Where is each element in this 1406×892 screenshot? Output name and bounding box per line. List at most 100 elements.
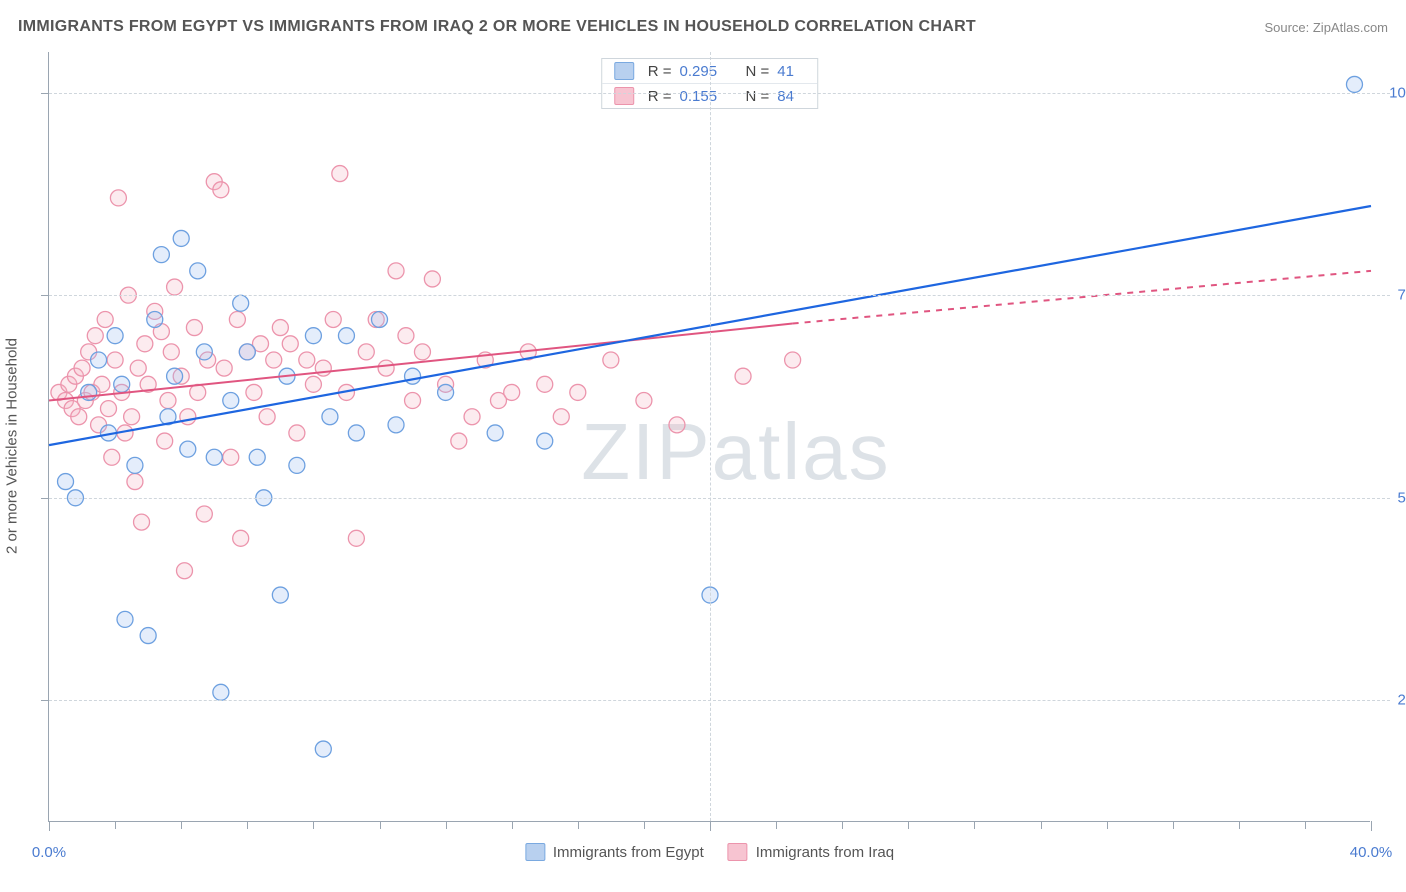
data-point: [216, 360, 232, 376]
tick-bottom: [1371, 821, 1372, 831]
tick-bottom-minor: [181, 821, 182, 829]
title-bar: IMMIGRANTS FROM EGYPT VS IMMIGRANTS FROM…: [18, 18, 1388, 36]
legend-n-label: N =: [746, 88, 770, 105]
data-point: [388, 417, 404, 433]
legend-label: Immigrants from Iraq: [756, 844, 894, 861]
data-point: [74, 360, 90, 376]
data-point: [348, 425, 364, 441]
tick-bottom-minor: [512, 821, 513, 829]
data-point: [233, 530, 249, 546]
x-tick-label: 40.0%: [1350, 844, 1393, 861]
tick-bottom-minor: [974, 821, 975, 829]
data-point: [229, 311, 245, 327]
legend-n-label: N =: [746, 63, 770, 80]
gridline-h: [49, 295, 1390, 296]
data-point: [487, 425, 503, 441]
data-point: [338, 328, 354, 344]
data-point: [785, 352, 801, 368]
data-point: [305, 376, 321, 392]
tick-bottom-minor: [247, 821, 248, 829]
tick-bottom-minor: [115, 821, 116, 829]
tick-bottom-minor: [1173, 821, 1174, 829]
legend-label: Immigrants from Egypt: [553, 844, 704, 861]
data-point: [325, 311, 341, 327]
tick-bottom-minor: [1305, 821, 1306, 829]
data-point: [167, 368, 183, 384]
data-point: [636, 393, 652, 409]
data-point: [127, 474, 143, 490]
legend-series: Immigrants from Egypt Immigrants from Ira…: [525, 843, 894, 861]
data-point: [372, 311, 388, 327]
chart-title: IMMIGRANTS FROM EGYPT VS IMMIGRANTS FROM…: [18, 18, 976, 36]
legend-r-label: R =: [648, 63, 672, 80]
data-point: [735, 368, 751, 384]
tick-bottom: [710, 821, 711, 831]
data-point: [196, 344, 212, 360]
data-point: [266, 352, 282, 368]
data-point: [272, 587, 288, 603]
legend-swatch: [728, 843, 748, 861]
data-point: [206, 449, 222, 465]
data-point: [464, 409, 480, 425]
y-tick-label: 100.0%: [1380, 84, 1406, 101]
tick-bottom-minor: [644, 821, 645, 829]
data-point: [137, 336, 153, 352]
data-point: [173, 230, 189, 246]
data-point: [190, 263, 206, 279]
data-point: [438, 384, 454, 400]
data-point: [289, 425, 305, 441]
data-point: [124, 409, 140, 425]
tick-left: [41, 498, 49, 499]
data-point: [424, 271, 440, 287]
data-point: [570, 384, 586, 400]
data-point: [107, 352, 123, 368]
data-point: [153, 247, 169, 263]
legend-r-label: R =: [648, 88, 672, 105]
data-point: [163, 344, 179, 360]
data-point: [114, 376, 130, 392]
data-point: [405, 368, 421, 384]
plot-area: ZIPatlas R =0.295N =41R =0.155N =84 Immi…: [48, 52, 1370, 822]
gridline-h: [49, 700, 1390, 701]
data-point: [1346, 76, 1362, 92]
data-point: [97, 311, 113, 327]
tick-bottom-minor: [313, 821, 314, 829]
data-point: [91, 352, 107, 368]
data-point: [127, 457, 143, 473]
data-point: [160, 393, 176, 409]
data-point: [130, 360, 146, 376]
data-point: [213, 684, 229, 700]
tick-bottom-minor: [842, 821, 843, 829]
data-point: [196, 506, 212, 522]
tick-bottom-minor: [1041, 821, 1042, 829]
data-point: [239, 344, 255, 360]
tick-bottom-minor: [776, 821, 777, 829]
data-point: [180, 409, 196, 425]
data-point: [140, 628, 156, 644]
data-point: [348, 530, 364, 546]
data-point: [398, 328, 414, 344]
data-point: [378, 360, 394, 376]
data-point: [157, 433, 173, 449]
source-label: Source: ZipAtlas.com: [1264, 20, 1388, 35]
tick-bottom-minor: [1107, 821, 1108, 829]
tick-bottom: [49, 821, 50, 831]
data-point: [110, 190, 126, 206]
legend-swatch: [525, 843, 545, 861]
tick-bottom-minor: [578, 821, 579, 829]
data-point: [117, 611, 133, 627]
legend-r-value: 0.155: [680, 88, 732, 105]
data-point: [213, 182, 229, 198]
data-point: [388, 263, 404, 279]
legend-n-value: 41: [777, 63, 805, 80]
y-axis-label: 2 or more Vehicles in Household: [4, 338, 21, 554]
data-point: [167, 279, 183, 295]
data-point: [107, 328, 123, 344]
legend-r-value: 0.295: [680, 63, 732, 80]
data-point: [414, 344, 430, 360]
tick-bottom-minor: [908, 821, 909, 829]
data-point: [504, 384, 520, 400]
data-point: [71, 409, 87, 425]
data-point: [315, 741, 331, 757]
data-point: [358, 344, 374, 360]
